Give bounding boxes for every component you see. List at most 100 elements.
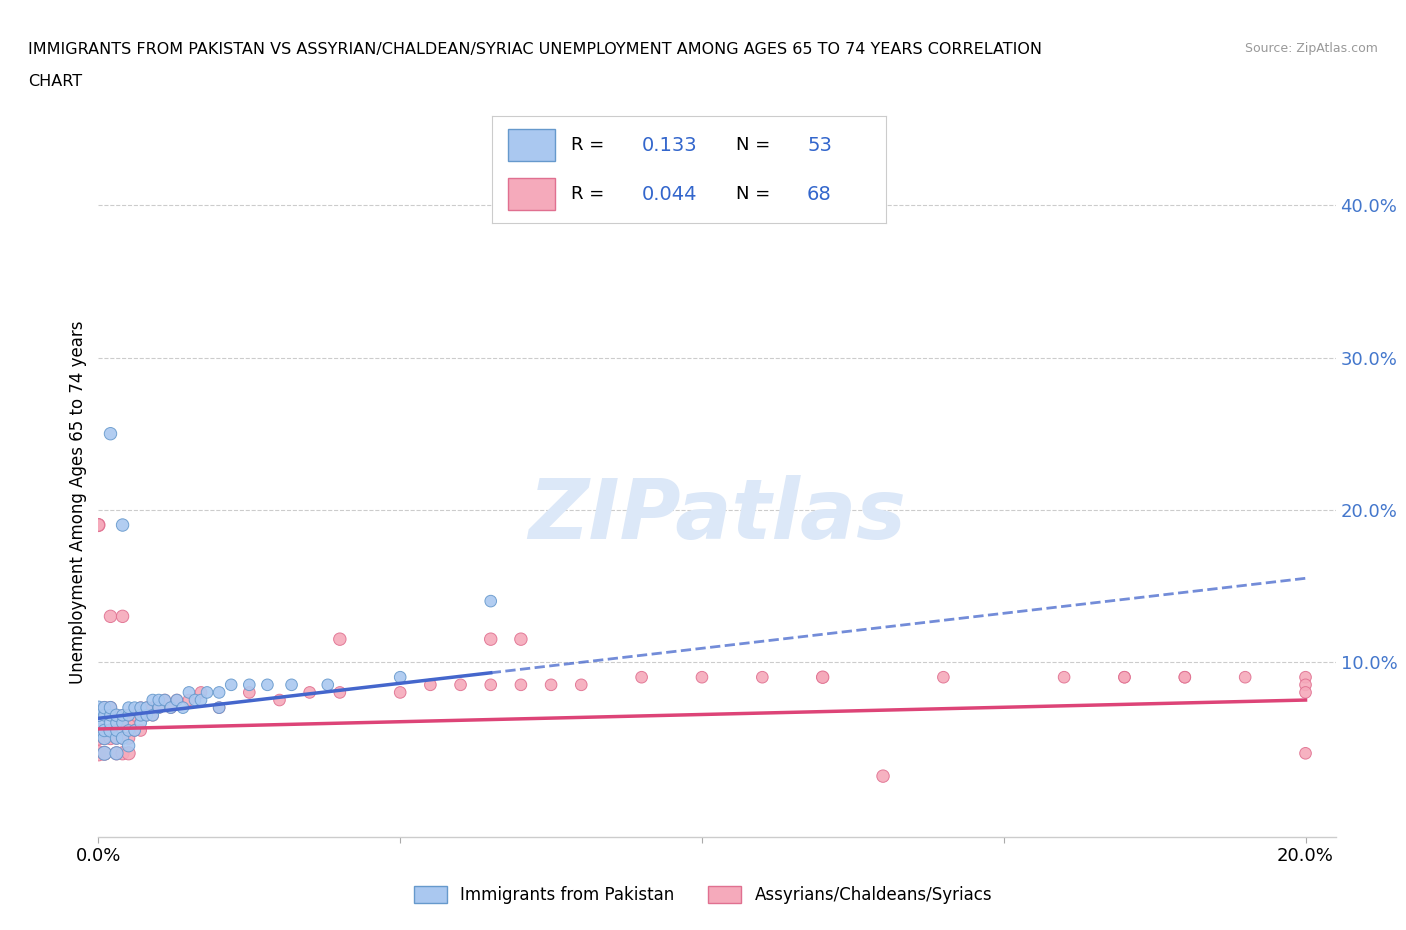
Point: [105, 723, 128, 737]
Point: [450, 677, 472, 692]
Text: N =: N =: [737, 185, 776, 204]
Text: 53: 53: [807, 136, 832, 154]
Point: [160, 700, 183, 715]
Point: [111, 518, 134, 533]
Point: [208, 700, 231, 715]
Point: [479, 677, 502, 692]
Point: [105, 715, 128, 730]
Point: [93, 700, 115, 715]
Point: [105, 708, 128, 723]
Point: [690, 670, 713, 684]
Point: [124, 700, 146, 715]
Point: [93, 700, 115, 715]
Point: [148, 700, 170, 715]
Point: [111, 715, 134, 730]
Point: [93, 746, 115, 761]
Point: [111, 609, 134, 624]
Point: [208, 685, 231, 700]
Point: [142, 700, 165, 715]
Point: [129, 700, 152, 715]
Point: [111, 708, 134, 723]
Text: IMMIGRANTS FROM PAKISTAN VS ASSYRIAN/CHALDEAN/SYRIAC UNEMPLOYMENT AMONG AGES 65 : IMMIGRANTS FROM PAKISTAN VS ASSYRIAN/CHA…: [28, 42, 1042, 57]
Point: [540, 677, 562, 692]
Point: [87, 723, 110, 737]
Point: [932, 670, 955, 684]
Point: [153, 693, 176, 708]
Point: [148, 693, 170, 708]
Point: [1295, 746, 1317, 761]
Point: [87, 518, 110, 533]
Point: [87, 715, 110, 730]
Point: [100, 731, 122, 746]
Point: [1234, 670, 1257, 684]
Point: [872, 769, 894, 784]
Point: [269, 693, 291, 708]
Point: [509, 677, 531, 692]
Point: [166, 693, 188, 708]
Point: [87, 518, 110, 533]
Point: [329, 685, 352, 700]
Point: [100, 708, 122, 723]
Point: [93, 746, 115, 761]
Point: [389, 670, 412, 684]
Point: [1053, 670, 1076, 684]
Point: [208, 700, 231, 715]
Point: [256, 677, 278, 692]
Point: [1174, 670, 1197, 684]
Point: [129, 708, 152, 723]
Point: [1295, 677, 1317, 692]
Point: [129, 700, 152, 715]
Point: [100, 723, 122, 737]
Point: [124, 708, 146, 723]
Point: [148, 700, 170, 715]
Text: CHART: CHART: [28, 74, 82, 89]
Point: [100, 723, 122, 737]
Point: [93, 708, 115, 723]
Point: [219, 677, 242, 692]
Point: [316, 677, 339, 692]
Text: ZIPatlas: ZIPatlas: [529, 475, 905, 556]
Point: [238, 685, 260, 700]
Point: [105, 746, 128, 761]
Point: [87, 746, 110, 761]
Point: [93, 723, 115, 737]
Point: [93, 731, 115, 746]
Point: [111, 731, 134, 746]
Text: 0.044: 0.044: [641, 185, 697, 204]
Text: 68: 68: [807, 185, 832, 204]
Point: [100, 715, 122, 730]
Point: [124, 723, 146, 737]
Point: [117, 731, 139, 746]
Point: [100, 700, 122, 715]
Point: [195, 685, 218, 700]
Point: [124, 723, 146, 737]
Point: [93, 708, 115, 723]
Point: [117, 746, 139, 761]
Point: [93, 731, 115, 746]
Point: [177, 685, 200, 700]
Point: [117, 708, 139, 723]
Point: [129, 715, 152, 730]
Point: [509, 631, 531, 646]
Point: [238, 677, 260, 692]
Point: [100, 700, 122, 715]
FancyBboxPatch shape: [508, 179, 555, 210]
Point: [111, 708, 134, 723]
Y-axis label: Unemployment Among Ages 65 to 74 years: Unemployment Among Ages 65 to 74 years: [69, 321, 87, 684]
Point: [280, 677, 302, 692]
Point: [177, 693, 200, 708]
Point: [1295, 670, 1317, 684]
Point: [87, 723, 110, 737]
Point: [1295, 685, 1317, 700]
Point: [100, 609, 122, 624]
Point: [100, 426, 122, 441]
Point: [811, 670, 834, 684]
FancyBboxPatch shape: [508, 129, 555, 161]
Point: [389, 685, 412, 700]
Point: [100, 708, 122, 723]
Point: [105, 731, 128, 746]
Point: [105, 715, 128, 730]
Point: [129, 708, 152, 723]
Point: [329, 631, 352, 646]
Point: [87, 708, 110, 723]
